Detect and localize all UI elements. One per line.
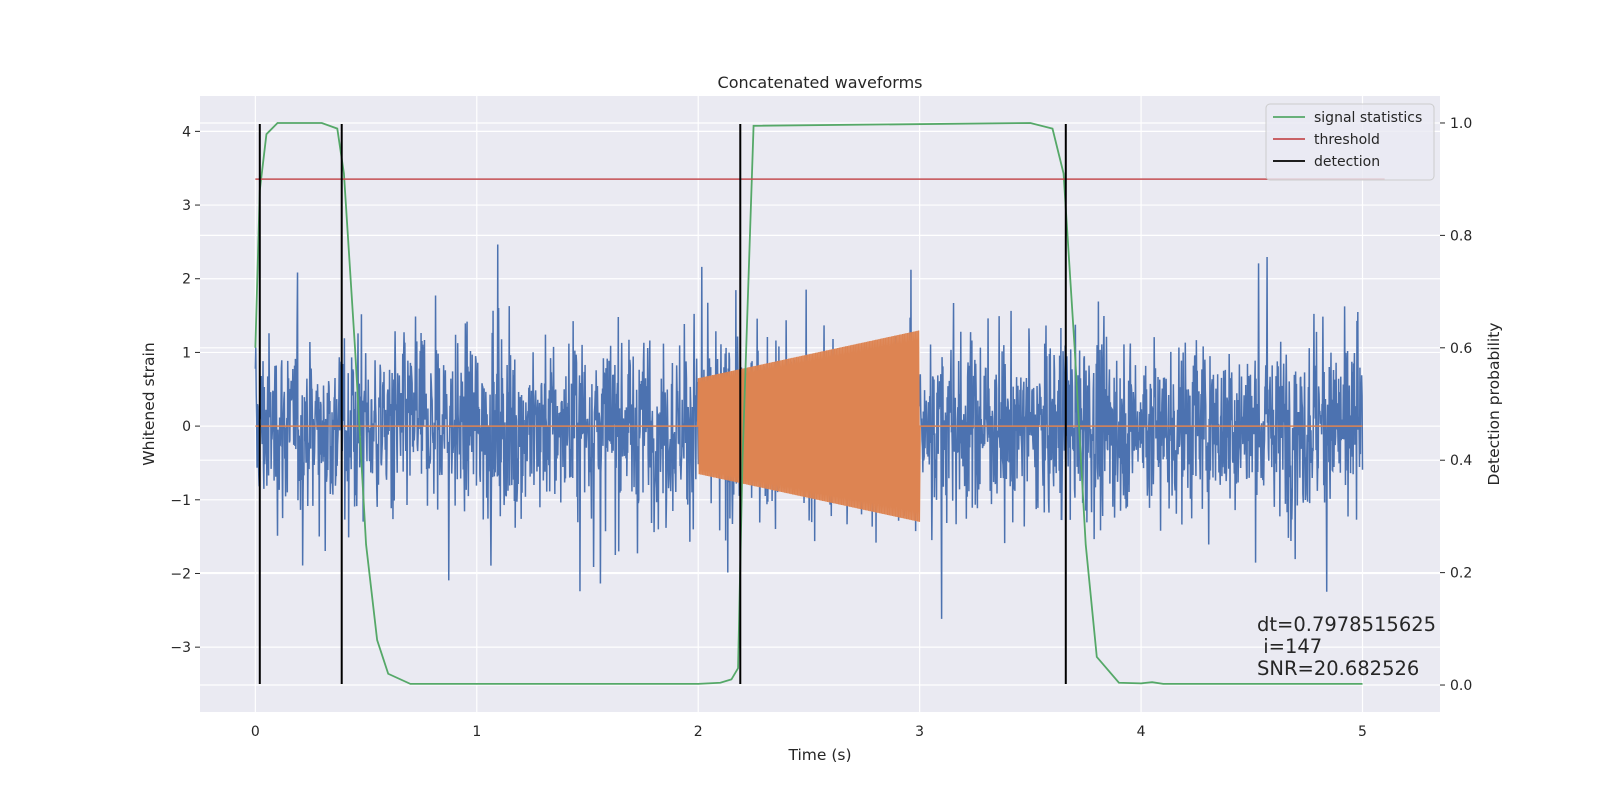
- legend: signal statistics threshold detection: [1265, 103, 1435, 181]
- y-tick-label: 4: [182, 124, 191, 140]
- y-right-tick-label: 0.0: [1450, 678, 1472, 694]
- x-tick-label: 4: [1137, 724, 1146, 740]
- legend-label: detection: [1314, 154, 1380, 170]
- y-tick-label: 0: [182, 419, 191, 435]
- y-right-tick-label: 0.2: [1450, 566, 1472, 582]
- y-right-tick-label: 0.6: [1450, 341, 1472, 357]
- y-tick-label: −3: [170, 640, 191, 656]
- annotation-text: SNR=20.682526: [1257, 657, 1419, 680]
- x-tick-label: 5: [1358, 724, 1367, 740]
- y-axis-label: Whitened strain: [140, 342, 158, 465]
- y-right-tick-label: 0.8: [1450, 228, 1472, 244]
- y-right-axis-label: Detection probability: [1485, 323, 1503, 486]
- x-tick-label: 1: [472, 724, 481, 740]
- annotation-text: i=147: [1257, 635, 1322, 658]
- ticks: 0 1 2 3 4 5 −3 −2 −1 0 1 2 3 4 0.0 0.2 0.4 0.6 0.8 1.0: [170, 116, 1472, 740]
- x-tick-label: 3: [915, 724, 924, 740]
- legend-box: [1265, 103, 1435, 181]
- y-tick-label: 1: [182, 345, 191, 361]
- series-line-chirp: [255, 330, 1363, 522]
- x-tick-label: 0: [251, 724, 260, 740]
- x-axis-label: Time (s): [787, 746, 851, 764]
- x-tick-label: 2: [694, 724, 703, 740]
- y-right-tick-label: 0.4: [1450, 453, 1472, 469]
- y-tick-label: −1: [170, 493, 191, 509]
- legend-label: signal statistics: [1314, 110, 1422, 126]
- y-tick-label: 2: [182, 272, 191, 288]
- y-tick-label: −2: [170, 566, 191, 582]
- y-tick-label: 3: [182, 198, 191, 214]
- data-layer: [254, 122, 1385, 685]
- series-line-signal-statistics: [254, 122, 1363, 685]
- legend-label: threshold: [1314, 132, 1380, 148]
- chart-title: Concatenated waveforms: [718, 73, 923, 92]
- y-right-tick-label: 1.0: [1450, 116, 1472, 132]
- annotation-text: dt=0.7978515625: [1257, 613, 1436, 636]
